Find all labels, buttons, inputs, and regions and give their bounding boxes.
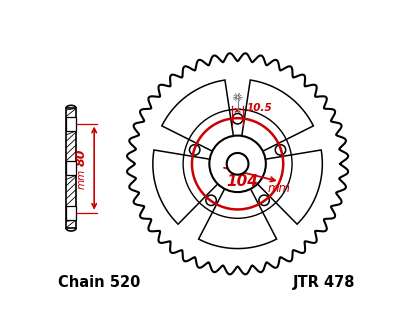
Circle shape xyxy=(206,195,216,205)
Text: 10.5: 10.5 xyxy=(246,103,272,113)
Polygon shape xyxy=(153,150,221,224)
Text: mm: mm xyxy=(268,182,291,195)
Text: mm: mm xyxy=(76,169,86,189)
Polygon shape xyxy=(198,185,277,248)
Circle shape xyxy=(259,195,269,205)
Polygon shape xyxy=(162,80,234,153)
Bar xyxy=(66,161,76,175)
Polygon shape xyxy=(254,150,322,224)
Circle shape xyxy=(209,136,266,192)
Text: 104: 104 xyxy=(227,173,259,188)
Circle shape xyxy=(190,145,200,155)
Circle shape xyxy=(227,153,248,175)
Polygon shape xyxy=(66,109,76,228)
Text: Chain 520: Chain 520 xyxy=(58,275,141,290)
Text: JTR 478: JTR 478 xyxy=(292,275,355,290)
Polygon shape xyxy=(241,80,313,153)
Bar xyxy=(66,117,76,131)
Text: 80: 80 xyxy=(75,149,88,166)
Bar xyxy=(66,206,76,220)
Circle shape xyxy=(232,114,243,124)
Circle shape xyxy=(275,145,286,155)
